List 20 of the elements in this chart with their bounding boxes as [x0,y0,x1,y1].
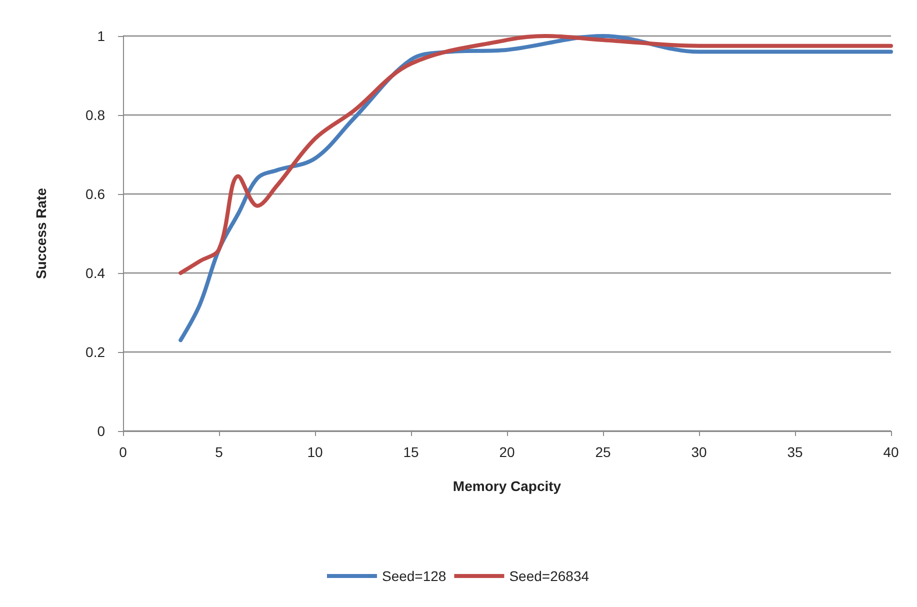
y-tick-label: 0.4 [86,265,106,281]
y-tick-label: 1 [97,28,106,44]
y-tick-label: 0 [97,423,106,439]
x-tick-label: 0 [119,444,128,460]
x-tick-label: 5 [215,444,224,460]
y-tick-label: 0.8 [86,107,106,123]
y-tick-label: 0.6 [86,186,106,202]
x-tick-label: 15 [403,444,419,460]
legend-label: Seed=26834 [509,568,590,584]
x-tick-label: 10 [307,444,323,460]
y-axis-title: Success Rate [33,188,49,280]
x-axis-title: Memory Capcity [452,478,562,494]
x-tick-label: 20 [499,444,515,460]
line-series [178,34,893,275]
x-tick-label: 25 [595,444,611,460]
x-tick-label: 35 [787,444,803,460]
y-tick-label: 0.2 [86,344,106,360]
legend-label: Seed=128 [382,568,446,584]
x-tick-label: 30 [691,444,707,460]
x-tick-label: 40 [883,444,899,460]
